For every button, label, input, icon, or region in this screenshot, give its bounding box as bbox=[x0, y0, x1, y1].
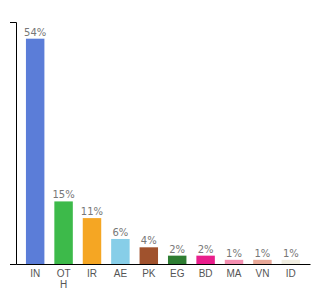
bar bbox=[54, 201, 72, 264]
data-label: 2% bbox=[198, 244, 214, 255]
y-axis-line bbox=[10, 23, 17, 265]
x-tick: ID bbox=[286, 268, 296, 279]
x-tick-label: VN bbox=[255, 268, 269, 279]
x-tick-label: IN bbox=[30, 268, 40, 279]
x-tick-label: IR bbox=[87, 268, 97, 279]
data-label: 54% bbox=[24, 27, 46, 38]
plot: IN OTH IR AE PK EG BD MA VN ID 54% 15% 11% 6% 4% 2% 2% 1%… bbox=[10, 23, 311, 291]
data-label: 4% bbox=[141, 235, 157, 246]
bar bbox=[26, 39, 44, 264]
data-label: 1% bbox=[226, 248, 242, 259]
bar bbox=[225, 260, 243, 264]
bar bbox=[140, 247, 158, 264]
data-label: 15% bbox=[52, 189, 74, 200]
bar bbox=[83, 218, 101, 264]
x-tick-label: AE bbox=[114, 268, 128, 279]
bar bbox=[282, 260, 300, 264]
x-tick: OTH bbox=[57, 268, 71, 290]
x-tick-label: PK bbox=[142, 268, 156, 279]
data-label: 1% bbox=[283, 248, 299, 259]
x-tick-label: EG bbox=[170, 268, 185, 279]
x-tick: EG bbox=[170, 268, 185, 279]
bar bbox=[253, 260, 271, 264]
x-tick: IN bbox=[30, 268, 40, 279]
y-axis bbox=[10, 23, 17, 265]
x-tick: PK bbox=[142, 268, 156, 279]
bar bbox=[111, 239, 129, 264]
x-tick: IR bbox=[87, 268, 97, 279]
data-labels: 54% 15% 11% 6% 4% 2% 2% 1% 1% 1% bbox=[24, 27, 299, 259]
x-tick: AE bbox=[114, 268, 128, 279]
x-tick-label: ID bbox=[286, 268, 296, 279]
x-tick: MA bbox=[227, 268, 242, 279]
data-label: 6% bbox=[112, 227, 128, 238]
bar bbox=[196, 256, 214, 264]
x-tick-label: BD bbox=[199, 268, 213, 279]
x-tick: BD bbox=[199, 268, 213, 279]
data-label: 11% bbox=[81, 206, 103, 217]
x-tick-label: OTH bbox=[57, 268, 71, 290]
x-tick-label-line: OT bbox=[57, 268, 71, 279]
x-axis-line bbox=[17, 264, 311, 265]
bar bbox=[168, 256, 186, 264]
data-label: 1% bbox=[254, 248, 270, 259]
bars bbox=[26, 39, 300, 264]
x-tick-label: MA bbox=[227, 268, 242, 279]
x-tick-label-line: H bbox=[60, 279, 67, 290]
chart: IN OTH IR AE PK EG BD MA VN ID 54% 15% 11% 6% 4% 2% 2% 1%… bbox=[0, 0, 320, 300]
x-tick: VN bbox=[255, 268, 269, 279]
x-axis: IN OTH IR AE PK EG BD MA VN ID bbox=[17, 265, 311, 291]
data-label: 2% bbox=[169, 244, 185, 255]
